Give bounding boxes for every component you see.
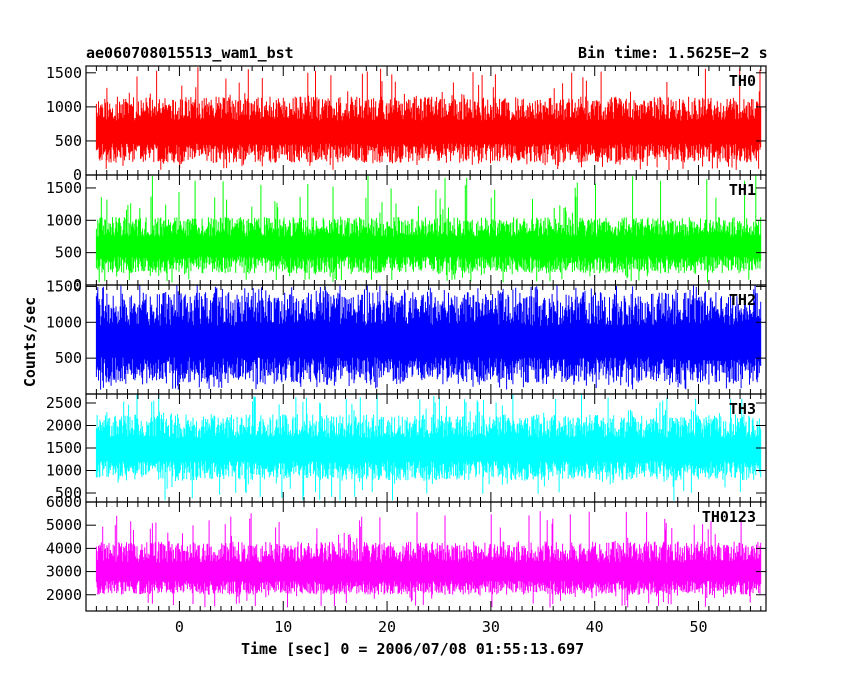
y-tick-label: 1500 xyxy=(46,64,82,82)
x-tick-label: 40 xyxy=(586,618,604,636)
series-th0 xyxy=(95,67,762,171)
x-tick-label: 50 xyxy=(689,618,707,636)
y-tick-label: 1000 xyxy=(46,98,82,116)
y-tick-label: 5000 xyxy=(46,516,82,534)
y-tick-label: 4000 xyxy=(46,539,82,557)
bin-time-label: Bin time: 1.5625E−2 s xyxy=(578,44,768,62)
series-th0123 xyxy=(95,511,762,608)
y-tick-label: 500 xyxy=(55,349,82,367)
chart-title: ae060708015513_wam1_bst xyxy=(86,44,294,62)
x-axis-label: Time [sec] 0 = 2006/07/08 01:55:13.697 xyxy=(241,640,585,658)
y-tick-label: 2500 xyxy=(46,394,82,412)
y-tick-label: 1500 xyxy=(46,179,82,197)
y-tick-label: 2000 xyxy=(46,586,82,604)
x-tick-label: 10 xyxy=(274,618,292,636)
series-label-th0123: TH0123 xyxy=(702,508,756,526)
y-tick-label: 500 xyxy=(55,132,82,150)
panel-frame xyxy=(85,501,767,612)
y-tick-label: 1000 xyxy=(46,211,82,229)
y-tick-label: 0 xyxy=(73,276,82,294)
series-label-th2: TH2 xyxy=(729,291,756,309)
y-tick-label: 2000 xyxy=(46,417,82,435)
series-label-th3: TH3 xyxy=(729,400,756,418)
panel-th3: 500 1000 1500 2000 2500 TH3 xyxy=(46,393,767,503)
y-tick-label: 500 xyxy=(55,484,82,502)
y-tick-label: 0 xyxy=(73,166,82,184)
y-tick-label: 3000 xyxy=(46,563,82,581)
series-th1 xyxy=(95,175,762,283)
x-tick-label: 0 xyxy=(175,618,184,636)
series-th3 xyxy=(95,394,762,501)
y-tick-label: 6000 xyxy=(46,493,82,511)
series-th2 xyxy=(95,285,762,390)
y-tick-label: 1000 xyxy=(46,462,82,480)
y-tick-label: 1500 xyxy=(46,439,82,457)
y-tick-label: 1500 xyxy=(46,277,82,295)
panel-th1: 0 500 1000 1500 TH1 xyxy=(46,174,767,294)
y-tick-label: 1000 xyxy=(46,313,82,331)
y-tick-label: 500 xyxy=(55,244,82,262)
x-tick-label: 20 xyxy=(378,618,396,636)
x-tick-label: 30 xyxy=(482,618,500,636)
series-label-th0: TH0 xyxy=(729,72,756,90)
panel-th2: 500 1000 1500 TH2 xyxy=(46,277,767,395)
series-label-th1: TH1 xyxy=(729,181,756,199)
panel-th0123: 2000 3000 4000 5000 6000 TH0123 xyxy=(46,493,767,612)
panel-th0: 0 500 1000 1500 TH0 xyxy=(46,64,767,184)
